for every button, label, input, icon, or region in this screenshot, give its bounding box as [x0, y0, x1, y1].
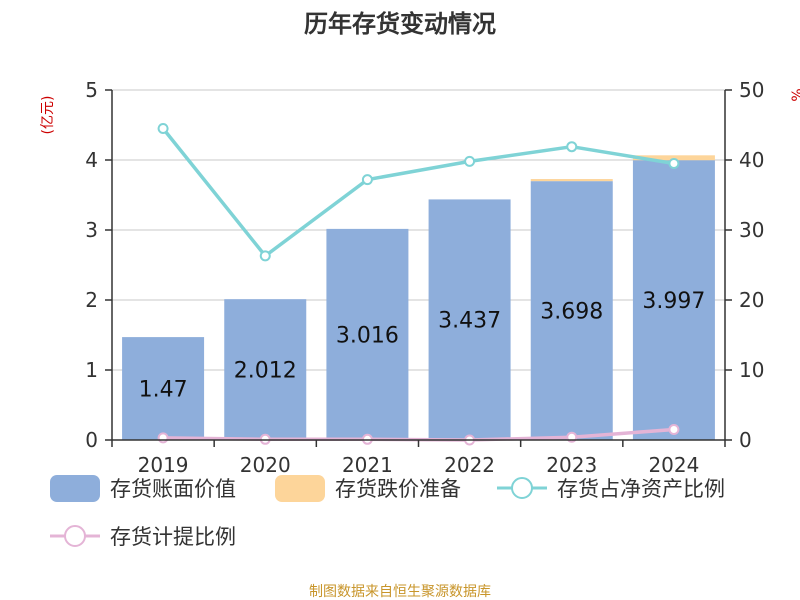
left-axis-unit: (亿元): [40, 96, 56, 135]
x-tick-label: 2020: [240, 453, 291, 477]
bar-value-label: 3.437: [438, 309, 501, 334]
left-tick-label: 2: [85, 288, 98, 312]
bar-value-label: 3.016: [336, 323, 399, 348]
bar-value-label: 2.012: [234, 359, 297, 384]
bar-impairment-provision: [530, 179, 613, 182]
legend-book-value-label: 存货账面价值: [110, 477, 236, 501]
x-tick-label: 2021: [342, 453, 393, 477]
point-inventory-to-net-assets: [668, 158, 680, 169]
point-provision-ratio: [668, 424, 680, 435]
left-tick-label: 3: [85, 218, 98, 242]
legend-provision-ratio-swatch-marker: [64, 525, 86, 547]
bar-book-value: [530, 181, 613, 440]
bar-value-label: 1.47: [139, 378, 188, 403]
x-tick-label: 2023: [546, 453, 597, 477]
left-tick-label: 4: [85, 148, 98, 172]
bar-book-value: [326, 228, 409, 440]
legend-inventory-to-net-assets-swatch-marker: [511, 477, 533, 499]
point-inventory-to-net-assets: [464, 155, 476, 167]
x-tick-label: 2022: [444, 453, 495, 477]
right-tick-label: 50: [739, 78, 764, 102]
bar-value-labels: 1.47 2.012 3.016 3.437 3.698 3.997: [139, 289, 706, 402]
gridlines: [112, 89, 725, 371]
left-tick-label: 5: [85, 78, 98, 102]
bar-book-value: [428, 199, 511, 440]
right-tick-label: 10: [739, 358, 764, 382]
bar-value-label: 3.997: [642, 289, 705, 314]
left-tick-label: 1: [85, 358, 98, 382]
point-inventory-to-net-assets: [259, 250, 271, 262]
right-tick-label: 0: [739, 428, 752, 452]
legend-impairment-provision-swatch: [275, 475, 325, 502]
right-axis-unit: %: [790, 88, 800, 101]
bar-book-value: [224, 299, 307, 440]
chart-title: 历年存货变动情况: [304, 10, 496, 38]
bar-value-label: 3.698: [540, 300, 603, 325]
x-tick-label: 2019: [138, 453, 189, 477]
point-provision-ratio: [157, 432, 169, 444]
point-inventory-to-net-assets: [566, 141, 578, 153]
left-tick-label: 0: [85, 428, 98, 452]
right-tick-label: 20: [739, 288, 764, 312]
bar-book-value: [122, 337, 205, 440]
bar-book-value: [632, 160, 715, 440]
bar-series: [122, 155, 715, 440]
right-tick-label: 40: [739, 148, 764, 172]
right-tick-label: 30: [739, 218, 764, 242]
legend-impairment-provision-label: 存货跌价准备: [335, 477, 461, 501]
x-tick-label: 2024: [648, 453, 699, 477]
legend-provision-ratio-label: 存货计提比例: [110, 525, 236, 549]
data-source-footer: 制图数据来自恒生聚源数据库: [309, 584, 491, 600]
legend-book-value-swatch: [50, 475, 100, 502]
legend-inventory-to-net-assets-label: 存货占净资产比例: [557, 477, 725, 501]
line-inventory-to-net-assets: [161, 127, 675, 258]
point-inventory-to-net-assets: [361, 174, 373, 186]
bar-impairment-provision: [632, 155, 715, 161]
point-inventory-to-net-assets: [157, 123, 169, 134]
